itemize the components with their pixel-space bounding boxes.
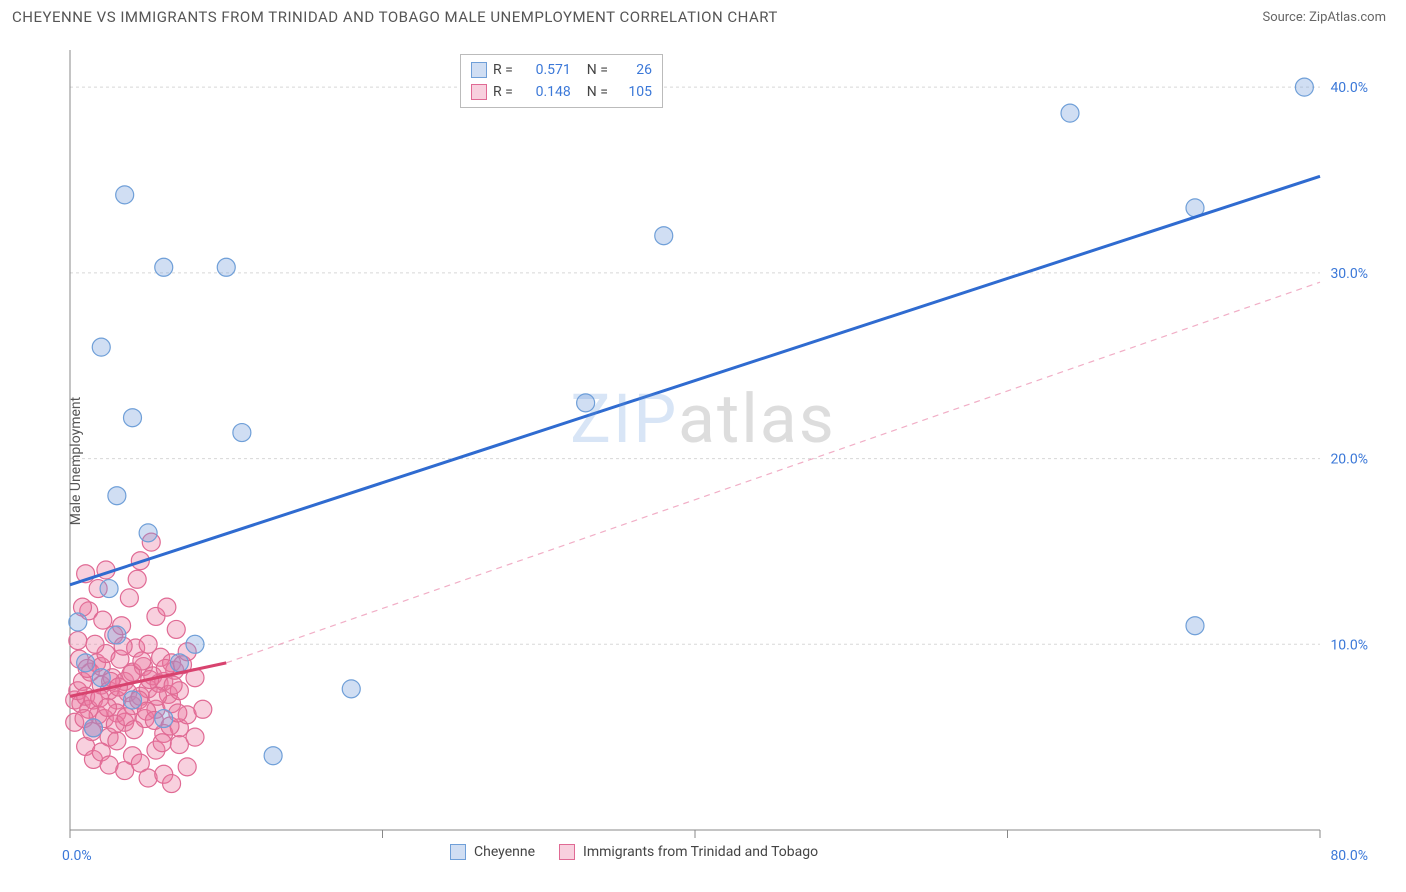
source-label: Source: — [1262, 10, 1309, 25]
source-attribution: Source: ZipAtlas.com — [1262, 10, 1386, 25]
legend-row-trinidad: R = 0.148 N = 105 — [471, 81, 652, 103]
svg-text:20.0%: 20.0% — [1330, 452, 1368, 468]
legend-r-value-cheyenne: 0.571 — [519, 59, 571, 81]
svg-text:0.0%: 0.0% — [62, 848, 92, 864]
series-label-trinidad: Immigrants from Trinidad and Tobago — [583, 844, 818, 860]
chart-header: CHEYENNE VS IMMIGRANTS FROM TRINIDAD AND… — [0, 0, 1406, 34]
legend-r-label: R = — [493, 59, 513, 81]
source-link[interactable]: ZipAtlas.com — [1309, 10, 1386, 25]
svg-text:80.0%: 80.0% — [1330, 848, 1368, 864]
series-legend: Cheyenne Immigrants from Trinidad and To… — [450, 844, 818, 860]
scatter-plot: 10.0% 20.0% 30.0% 40.0% 0.0% 80.0% — [10, 40, 1396, 882]
legend-r-value-trinidad: 0.148 — [519, 81, 571, 103]
legend-r-label: R = — [493, 81, 513, 103]
legend-n-value-trinidad: 105 — [614, 81, 652, 103]
series-legend-item-cheyenne: Cheyenne — [450, 844, 535, 860]
y-axis-label: Male Unemployment — [68, 397, 84, 525]
svg-text:10.0%: 10.0% — [1330, 637, 1368, 653]
svg-text:40.0%: 40.0% — [1330, 80, 1368, 96]
legend-row-cheyenne: R = 0.571 N = 26 — [471, 59, 652, 81]
legend-n-value-cheyenne: 26 — [614, 59, 652, 81]
correlation-legend: R = 0.571 N = 26 R = 0.148 N = 105 — [460, 54, 663, 108]
legend-n-label: N = — [587, 59, 608, 81]
series-label-cheyenne: Cheyenne — [474, 844, 535, 860]
chart-title: CHEYENNE VS IMMIGRANTS FROM TRINIDAD AND… — [12, 8, 778, 26]
svg-text:30.0%: 30.0% — [1330, 266, 1368, 282]
series-swatch-trinidad — [559, 844, 575, 860]
series-legend-item-trinidad: Immigrants from Trinidad and Tobago — [559, 844, 818, 860]
series-swatch-cheyenne — [450, 844, 466, 860]
legend-swatch-trinidad — [471, 84, 487, 100]
legend-n-label: N = — [587, 81, 608, 103]
chart-container: Male Unemployment 10.0% 20.0% 30.0% 40.0% 0.… — [10, 40, 1396, 882]
legend-swatch-cheyenne — [471, 62, 487, 78]
